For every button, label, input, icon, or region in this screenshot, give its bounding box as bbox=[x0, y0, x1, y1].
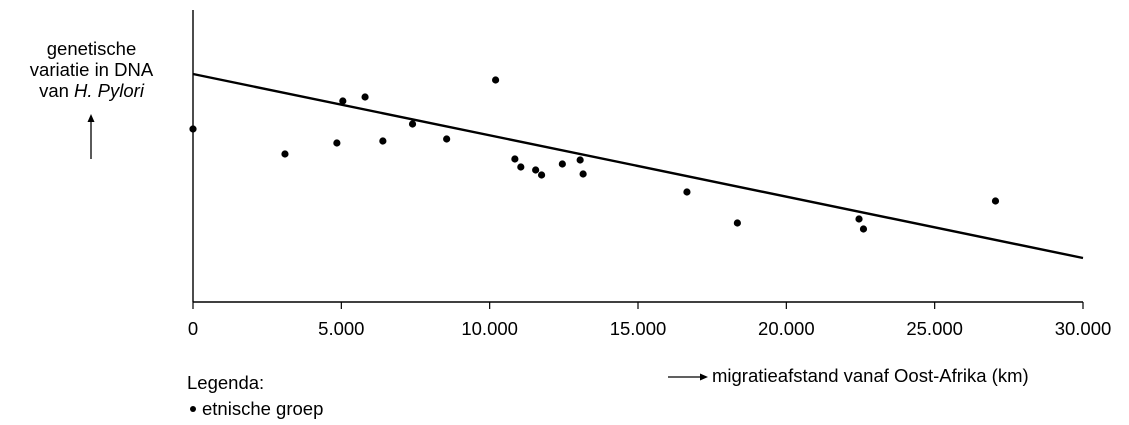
legend-item: etnische groep bbox=[190, 398, 323, 420]
data-point bbox=[991, 197, 1000, 205]
data-point bbox=[532, 166, 540, 174]
y-axis-arrow-icon bbox=[87, 114, 95, 159]
y-axis-label: genetische variatie in DNA van H. Pylori bbox=[0, 38, 183, 101]
data-point bbox=[408, 120, 417, 128]
data-point bbox=[281, 150, 289, 158]
x-tick-label: 10.000 bbox=[461, 318, 518, 339]
data-point bbox=[579, 170, 587, 178]
y-axis-label-line-3: van H. Pylori bbox=[0, 80, 183, 101]
data-point bbox=[517, 163, 525, 171]
data-point bbox=[733, 219, 741, 227]
data-point bbox=[492, 76, 500, 84]
data-point bbox=[558, 160, 566, 168]
y-axis-label-line-2: variatie in DNA bbox=[29, 59, 154, 80]
axes bbox=[192, 10, 1083, 303]
trendline bbox=[192, 72, 1084, 260]
y-axis-label-line-1: genetische bbox=[46, 38, 137, 59]
trendline-group bbox=[192, 72, 1084, 260]
x-tick-label: 25.000 bbox=[906, 318, 963, 339]
data-point bbox=[855, 215, 863, 223]
legend-item-label: etnische groep bbox=[202, 398, 324, 419]
data-point bbox=[537, 171, 546, 179]
x-tick-label: 20.000 bbox=[758, 318, 815, 339]
data-point bbox=[333, 139, 341, 147]
data-point bbox=[443, 135, 451, 143]
x-tick-label: 30.000 bbox=[1055, 318, 1112, 339]
y-axis-label-italic: H. Pylori bbox=[74, 80, 144, 101]
x-axis-arrow-icon bbox=[668, 373, 708, 381]
data-point bbox=[339, 97, 347, 105]
x-tick-label: 15.000 bbox=[610, 318, 667, 339]
x-axis-label: migratieafstand vanaf Oost-Afrika (km) bbox=[668, 365, 1029, 387]
data-point bbox=[576, 156, 584, 164]
data-point bbox=[379, 137, 387, 145]
data-point bbox=[189, 125, 197, 133]
data-point bbox=[859, 225, 868, 233]
y-axis-label-prefix: van bbox=[39, 80, 75, 101]
x-tick-label: 5.000 bbox=[318, 318, 364, 339]
legend-title: Legenda: bbox=[187, 372, 265, 393]
legend-dot-icon bbox=[190, 405, 196, 412]
data-points bbox=[189, 76, 1000, 233]
x-axis-label-text: migratieafstand vanaf Oost-Afrika (km) bbox=[712, 365, 1029, 386]
x-ticks: 0 5.000 10.000 15.000 20.000 25.000 30.000 bbox=[188, 302, 1111, 339]
data-point bbox=[683, 188, 691, 196]
data-point bbox=[511, 155, 519, 163]
data-point bbox=[361, 93, 369, 101]
x-tick-label: 0 bbox=[188, 318, 198, 339]
